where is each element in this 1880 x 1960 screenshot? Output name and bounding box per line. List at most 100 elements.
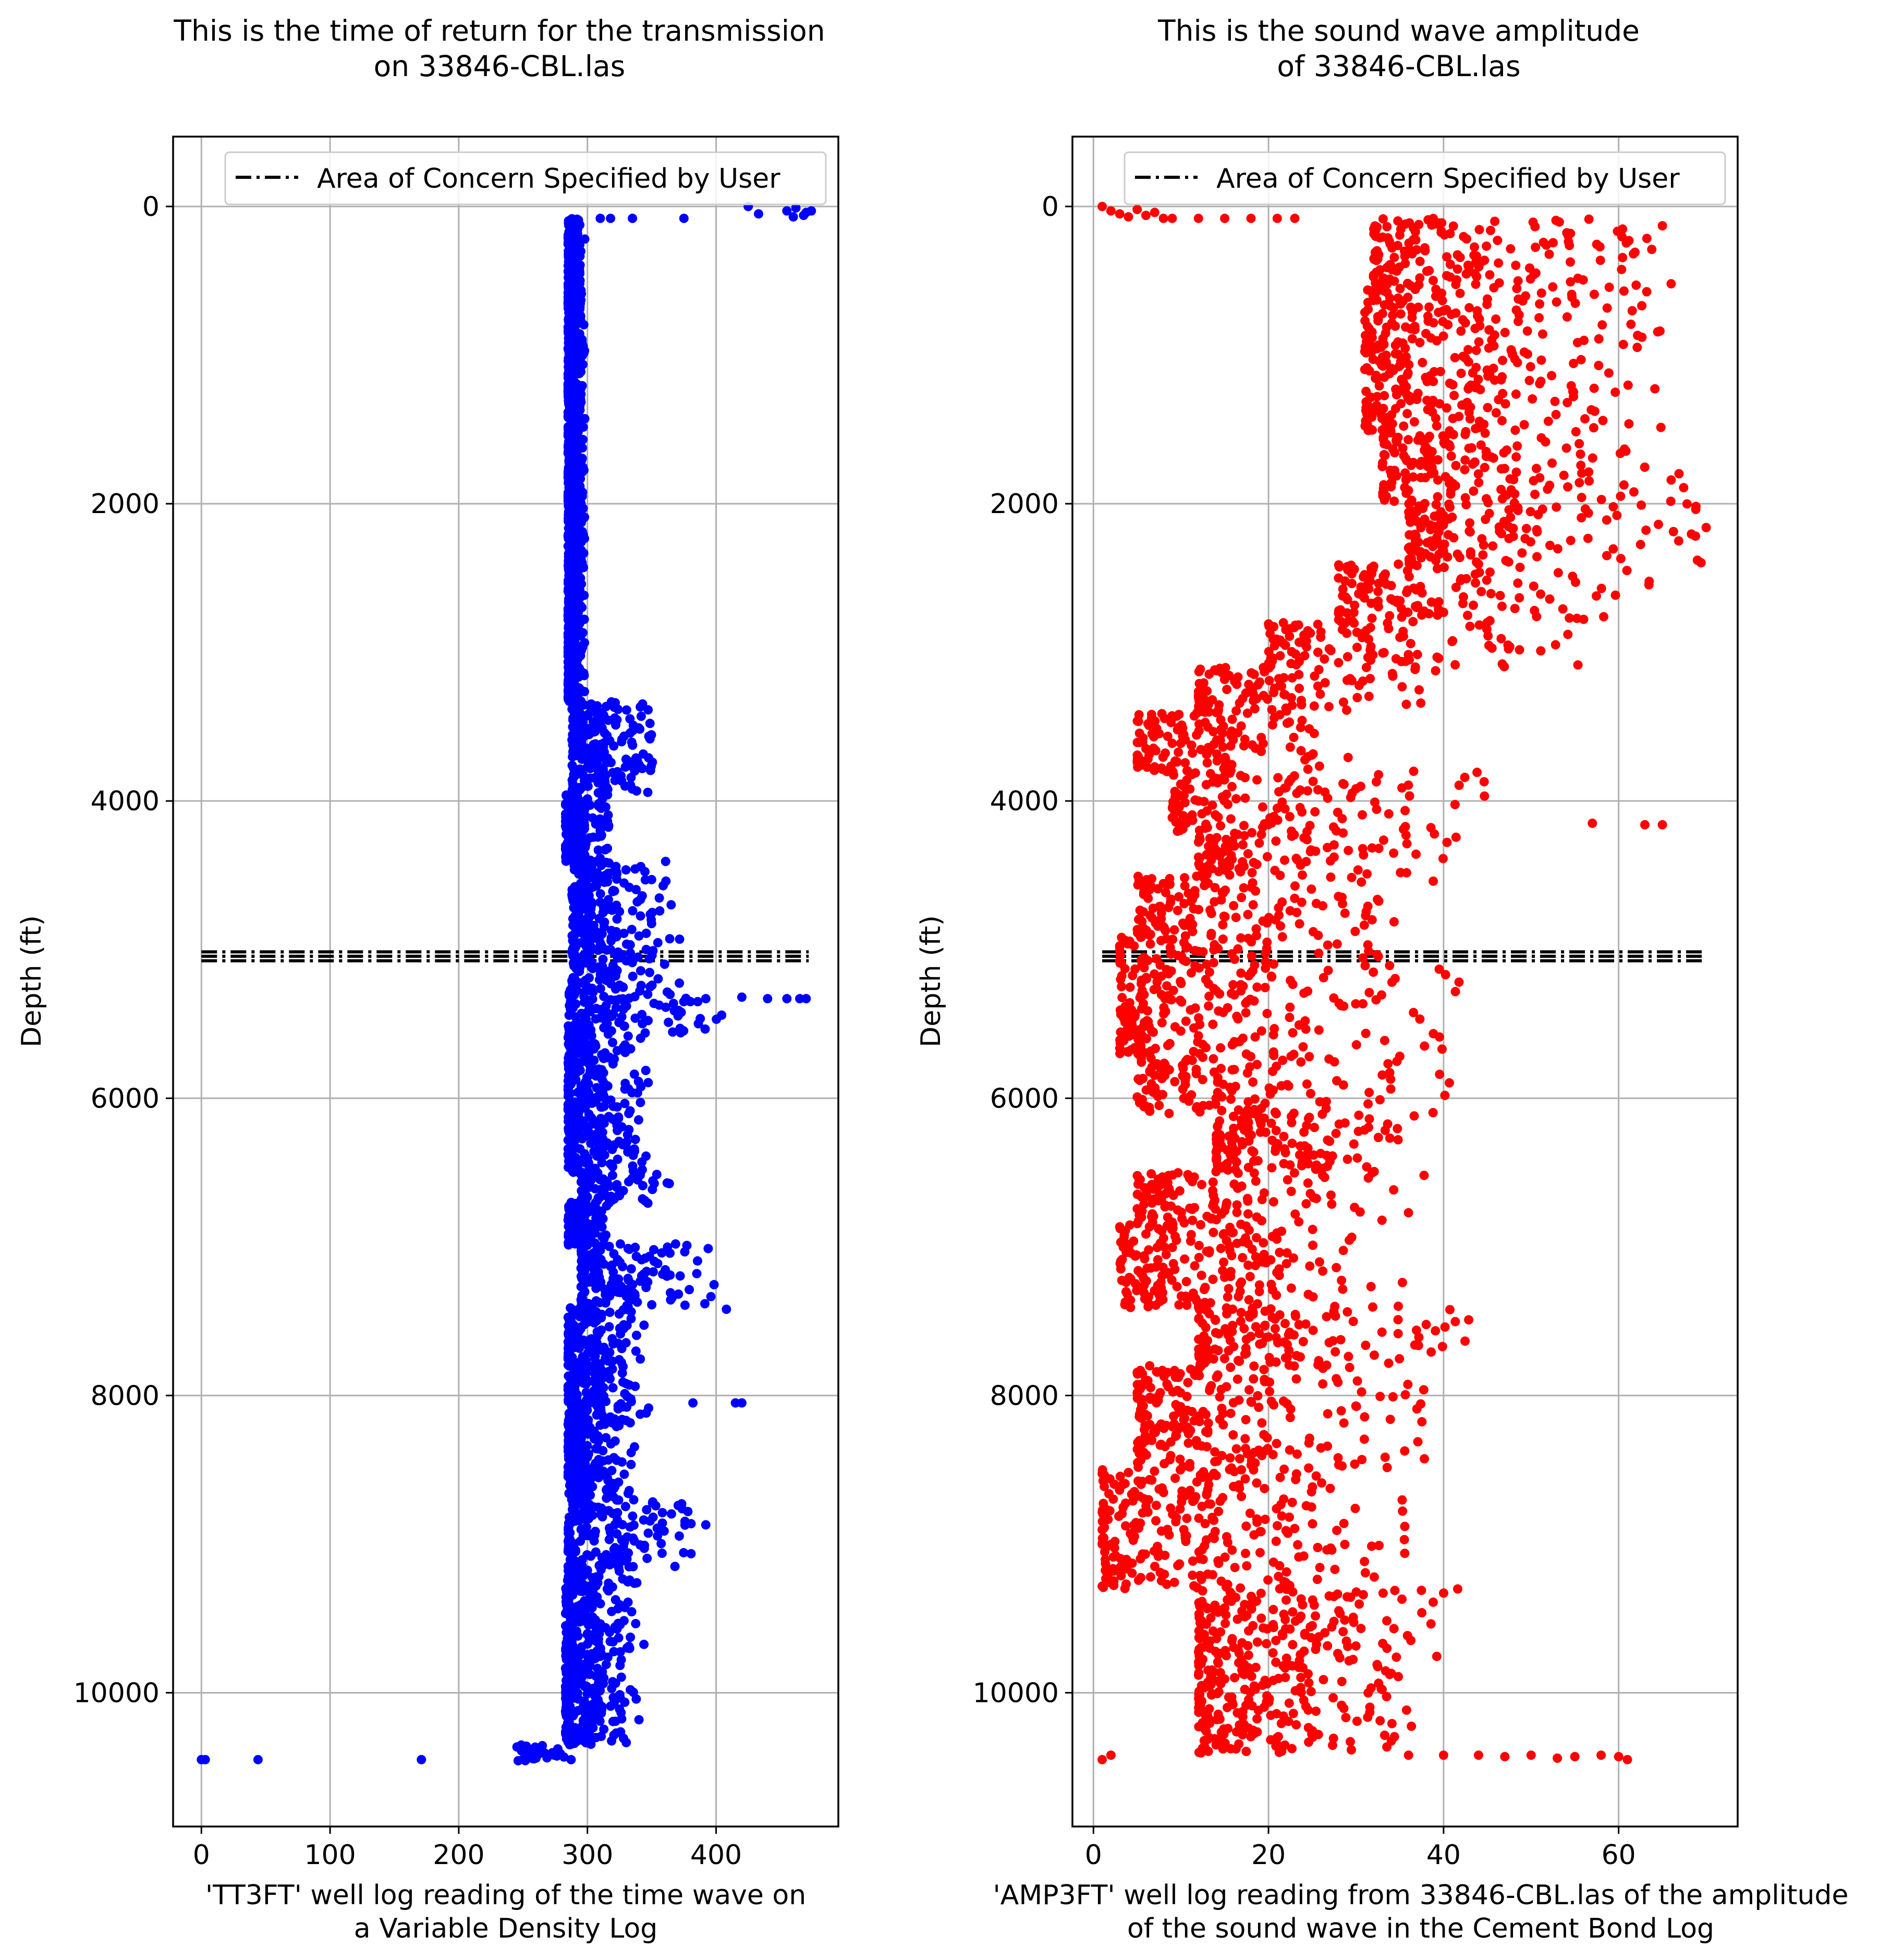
right-chart-data-point [1679,483,1689,493]
left-chart-data-point [631,1618,641,1628]
right-chart-data-point [1377,461,1387,471]
left-chart-data-point [607,1736,617,1746]
right-chart-data-point [1302,835,1312,845]
left-chart-data-point [586,1551,596,1561]
right-chart-data-point [1291,660,1301,669]
left-chart-data-point [626,773,636,783]
left-chart-data-point [656,1539,666,1549]
left-chart-data-point [590,1353,600,1363]
right-chart-data-point [1590,406,1600,416]
right-chart-data-point [1531,242,1541,252]
right-chart-data-point [1460,465,1470,474]
left-chart-legend-label: Area of Concern Specified by User [317,163,780,194]
right-chart-data-point [1637,301,1647,311]
right-chart-data-point [1465,622,1475,631]
left-chart-data-point [763,994,773,1004]
left-chart-data-point [600,845,610,855]
right-chart-data-point [1240,793,1250,803]
right-chart-data-point [1133,716,1143,726]
left-chart-data-point [631,1694,641,1704]
right-chart-data-point [1640,462,1650,472]
left-chart-data-point [626,1447,636,1457]
left-chart-data-point [600,1419,610,1429]
right-chart-data-point [1504,557,1513,567]
right-chart-data-point [1264,676,1274,686]
left-chart-data-point [632,1088,642,1098]
left-chart-xlabel-line2: a Variable Density Log [354,1913,658,1944]
right-chart-data-point [1402,588,1412,598]
left-chart-data-point [665,934,675,944]
right-chart-data-point [1450,800,1460,809]
right-chart-data-point [1507,524,1517,533]
left-chart-data-point [587,1098,597,1108]
left-chart-data-point [643,705,653,715]
left-chart-data-point [637,1157,647,1167]
left-chart-data-point [609,1551,619,1561]
right-chart-data-point [1188,748,1198,758]
left-chart-data-point [674,1531,684,1541]
left-chart-data-point [575,1343,584,1353]
left-chart-data-point [645,1516,655,1526]
right-chart-data-point [1334,658,1344,667]
left-chart-data-point [807,206,816,216]
left-chart-data-point [621,865,631,875]
right-chart-data-point [1532,552,1542,562]
right-chart-data-point [1338,697,1348,707]
left-chart-data-point [692,1269,702,1279]
right-chart-data-point [1548,282,1558,292]
left-chart-data-point [594,1472,604,1482]
right-chart-data-point [1455,252,1465,262]
left-chart-data-point [632,786,642,796]
right-chart-data-point [1481,515,1491,525]
left-chart-data-point [588,987,598,997]
left-chart-x-tick-label: 400 [690,1840,742,1871]
right-chart-data-point [1536,355,1546,365]
right-chart-data-point [1158,752,1168,762]
right-chart-data-point [1573,660,1583,670]
right-chart-data-point [1424,266,1434,275]
right-chart-data-point [1515,593,1524,603]
left-chart-data-point [577,1134,587,1143]
left-chart-data-point [608,768,618,777]
right-chart-data-point [1343,752,1353,762]
right-chart-data-point [1547,371,1557,381]
left-chart-data-point [620,1084,630,1094]
right-chart-data-point [1532,612,1542,622]
right-chart-data-point [1566,257,1575,267]
left-chart-data-point [618,982,628,992]
right-chart-data-point [1219,675,1229,685]
right-chart-data-point [1569,359,1579,368]
right-chart-data-point [1631,280,1641,290]
right-chart-data-point [1521,524,1531,533]
right-chart-data-point [1510,425,1520,435]
right-chart-data-point [1389,496,1399,506]
left-chart-data-point [782,994,792,1004]
right-chart-data-point [1571,427,1581,436]
left-chart-data-point [666,1509,676,1519]
left-chart-data-point [568,752,578,762]
left-chart-data-point [593,1436,603,1446]
right-chart-data-point [1478,550,1488,560]
right-chart-data-point [1543,416,1553,426]
left-chart-data-point [627,1607,637,1617]
right-chart-data-point [1316,632,1326,642]
right-chart-data-point [1197,809,1207,819]
right-chart-data-point [1518,296,1528,306]
left-chart-data-point [647,1300,657,1310]
left-chart-data-point [626,1264,636,1274]
right-chart-data-point [1524,375,1534,385]
right-chart-data-point [1604,368,1614,378]
right-chart-data-point [1442,403,1451,413]
right-chart-data-point [1562,398,1572,408]
right-chart-data-point [1656,422,1666,432]
right-chart-data-point [1517,548,1527,558]
left-chart-data-point [644,954,654,964]
left-chart-data-point [613,1404,623,1414]
right-chart-data-point [1563,629,1573,639]
left-chart-data-point [568,1167,578,1177]
left-chart-data-point [200,1755,210,1764]
right-chart-data-point [1616,491,1626,501]
left-chart-data-point [634,931,644,941]
left-chart-data-point [666,1295,676,1305]
left-chart-data-point [648,1185,657,1195]
